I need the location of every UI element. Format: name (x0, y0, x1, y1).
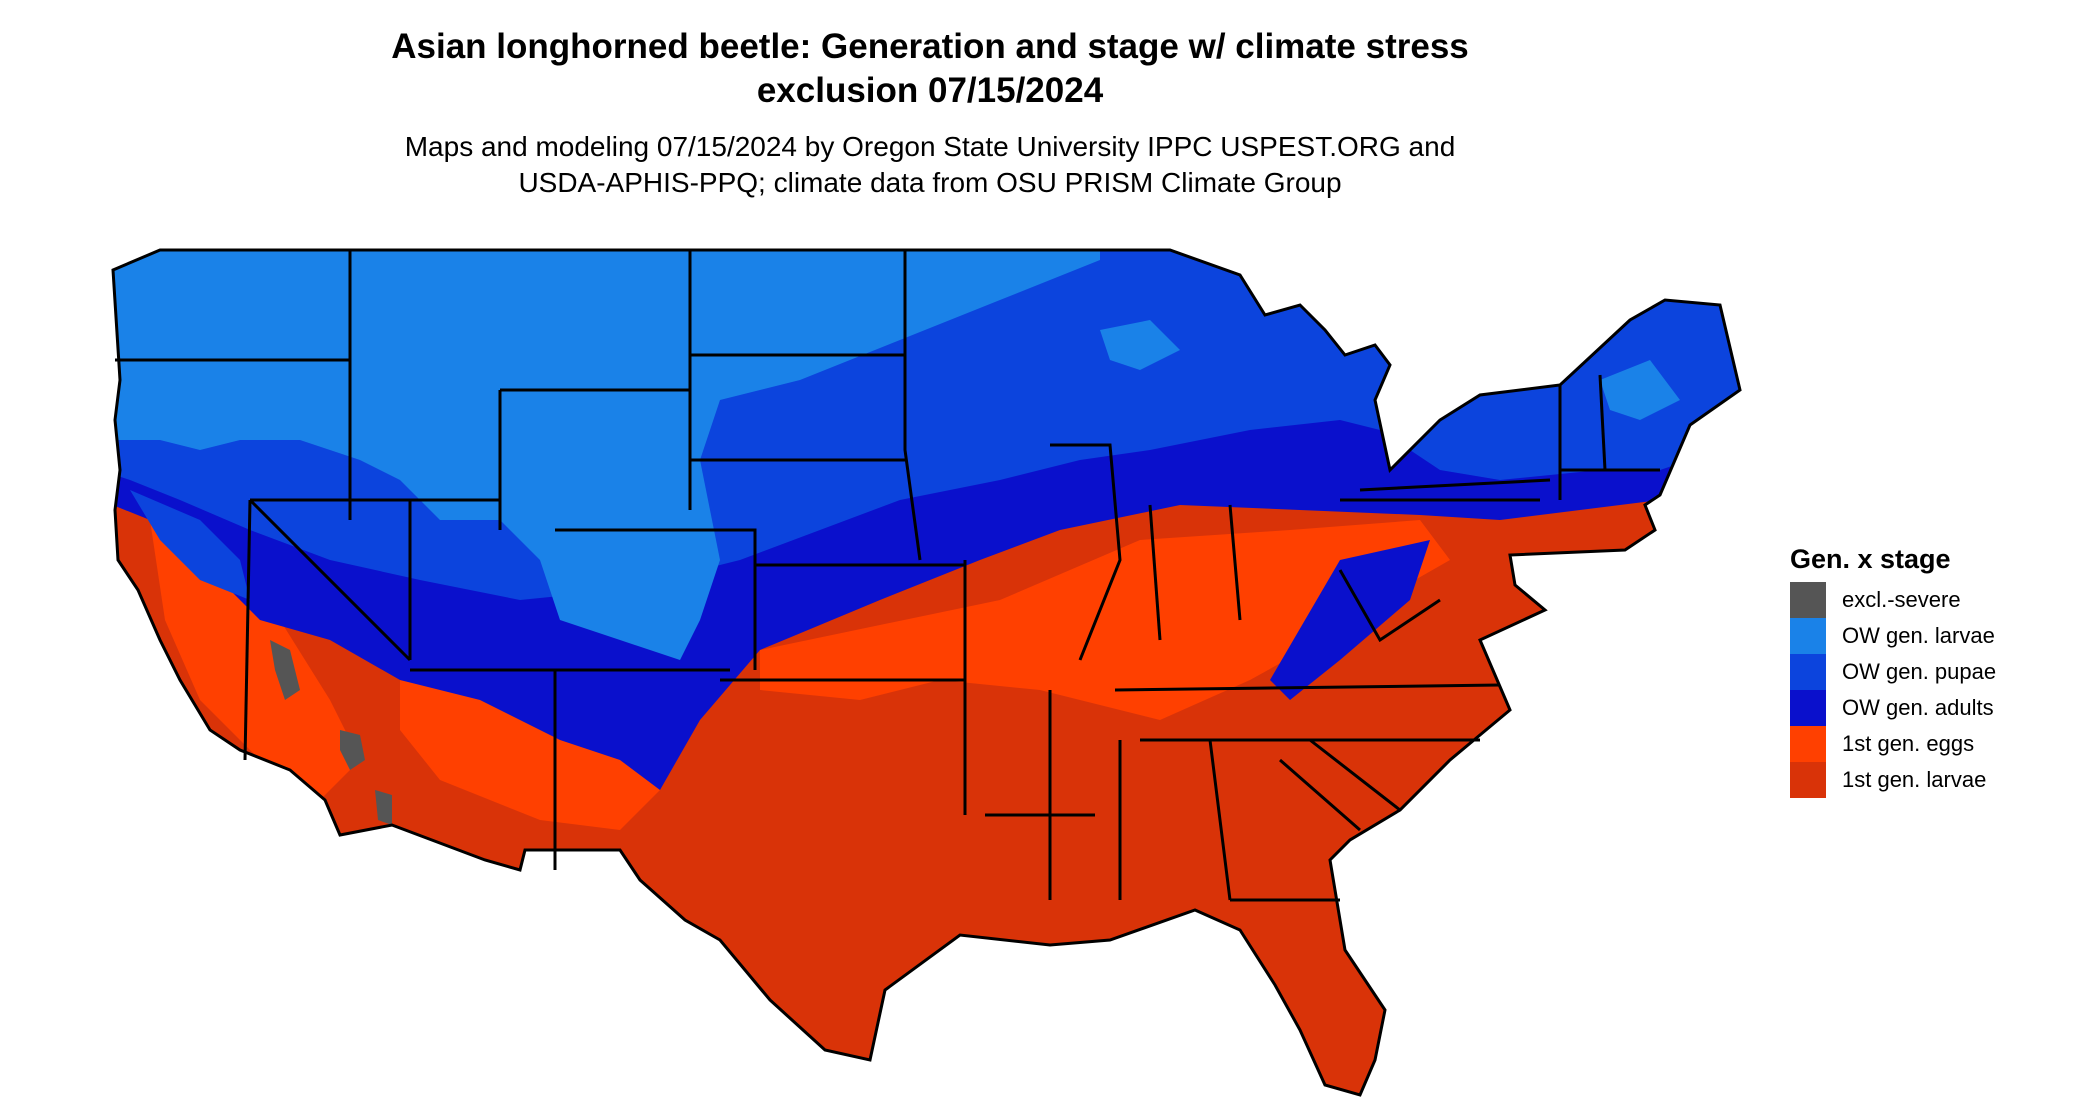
zone-excl-severe (340, 730, 365, 770)
legend-swatch (1790, 726, 1826, 762)
legend-item-excl-severe: excl.-severe (1790, 582, 1961, 618)
border (555, 528, 757, 670)
border (1338, 569, 1441, 643)
legend-swatch (1790, 690, 1826, 726)
border (1050, 443, 1122, 661)
legend-swatch (1790, 762, 1826, 798)
map-title-line2: exclusion 07/15/2024 (756, 71, 1104, 110)
border (1279, 758, 1361, 832)
map-subtitle-line1: Maps and modeling 07/15/2024 by Oregon S… (404, 131, 1456, 162)
legend-swatch (1790, 618, 1826, 654)
zone-ow-gen-pupae (130, 490, 250, 600)
legend-item-ow-gen-larvae: OW gen. larvae (1790, 618, 1995, 654)
border (243, 499, 252, 761)
legend-swatch (1790, 582, 1826, 618)
zone-1st-gen-eggs (760, 520, 1450, 720)
zone-excl-severe (375, 790, 392, 825)
border (1114, 683, 1501, 692)
legend-title: Gen. x stage (1790, 544, 1951, 574)
legend-label: 1st gen. eggs (1842, 731, 1975, 756)
border (903, 250, 922, 561)
legend-item-ow-gen-pupae: OW gen. pupae (1790, 654, 1996, 690)
state-borders (111, 248, 1742, 1097)
legend-label: 1st gen. larvae (1842, 767, 1987, 792)
zone-excl-severe (270, 640, 300, 700)
zone-ow-gen-larvae (1100, 320, 1180, 370)
legend-label: OW gen. pupae (1842, 659, 1997, 684)
us-map (111, 248, 1742, 1097)
map-subtitle-line2: USDA-APHIS-PPQ; climate data from OSU PR… (518, 167, 1342, 198)
legend-label: OW gen. adults (1842, 695, 1994, 720)
border (1309, 738, 1401, 812)
legend-label: excl.-severe (1842, 587, 1961, 612)
zone-1st-gen-eggs (150, 520, 360, 800)
zone-ow-gen-larvae (1600, 360, 1680, 420)
border (1208, 739, 1232, 901)
legend-swatch (1790, 654, 1826, 690)
border (248, 498, 412, 662)
legend-item-1st-gen-larvae: 1st gen. larvae (1790, 762, 1986, 798)
legend-item-1st-gen-eggs: 1st gen. eggs (1790, 726, 1974, 762)
border (1359, 478, 1551, 492)
map-title-line1: Asian longhorned beetle: Generation and … (391, 27, 1469, 66)
legend-item-ow-gen-adults: OW gen. adults (1790, 690, 1994, 726)
legend-label: OW gen. larvae (1842, 623, 1995, 648)
zone-1st-gen-eggs (400, 680, 660, 830)
border (1228, 504, 1242, 621)
border (1148, 504, 1162, 641)
border (1598, 374, 1607, 471)
zone-ow-gen-adults (1270, 540, 1430, 700)
